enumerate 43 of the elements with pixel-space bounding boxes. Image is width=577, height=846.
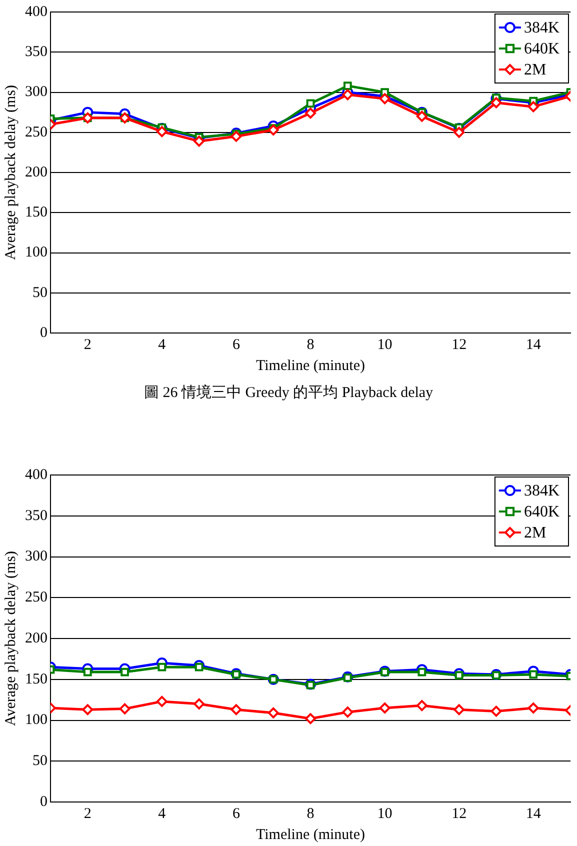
legend-label: 2M	[524, 62, 546, 79]
x-tick-label: 14	[526, 336, 542, 353]
y-tick-label: 50	[32, 284, 48, 301]
x-tick-label: 8	[306, 336, 314, 353]
y-tick-label: 50	[32, 753, 48, 770]
x-tick-label: 6	[232, 336, 240, 353]
x-axis-title: Timeline (minute)	[256, 826, 366, 843]
x-tick-label: 6	[232, 806, 240, 822]
legend-label: 640K	[524, 504, 560, 521]
y-tick-label: 200	[25, 630, 48, 646]
legend-label: 384K	[524, 482, 560, 500]
x-tick-label: 12	[452, 336, 467, 353]
y-tick-label: 0	[40, 324, 48, 341]
y-tick-label: 150	[25, 671, 48, 688]
x-tick-label: 4	[158, 336, 166, 353]
y-tick-label: 0	[40, 794, 48, 810]
x-tick-label: 12	[452, 806, 467, 822]
y-tick-label: 400	[25, 4, 48, 20]
x-tick-label: 2	[84, 806, 92, 822]
x-tick-label: 2	[84, 336, 92, 353]
caption: 圖 26 情境三中 Greedy 的平均 Playback delay	[142, 384, 434, 403]
x-axis-title: Timeline (minute)	[256, 358, 366, 374]
y-axis-title: Average playback delay (ms)	[2, 550, 19, 726]
x-tick-label: 10	[377, 336, 392, 353]
y-tick-label: 100	[25, 244, 48, 261]
y-axis-title: Average playback delay (ms)	[2, 84, 19, 260]
y-tick-label: 100	[25, 712, 48, 728]
x-tick-label: 4	[158, 806, 166, 822]
y-tick-label: 400	[25, 466, 48, 483]
y-tick-label: 150	[25, 204, 48, 221]
legend-label: 384K	[524, 20, 560, 37]
x-tick-label: 10	[377, 806, 392, 822]
y-tick-label: 350	[25, 44, 48, 60]
x-tick-label: 8	[306, 806, 314, 822]
legend-label: 640K	[524, 40, 560, 58]
y-tick-label: 300	[25, 548, 48, 565]
y-tick-label: 250	[25, 590, 48, 606]
y-tick-label: 350	[25, 508, 48, 524]
legend-label: 2M	[524, 524, 546, 542]
y-tick-label: 300	[25, 84, 48, 100]
y-tick-label: 250	[25, 124, 48, 140]
x-tick-label: 14	[526, 806, 542, 822]
y-tick-label: 200	[25, 164, 48, 180]
